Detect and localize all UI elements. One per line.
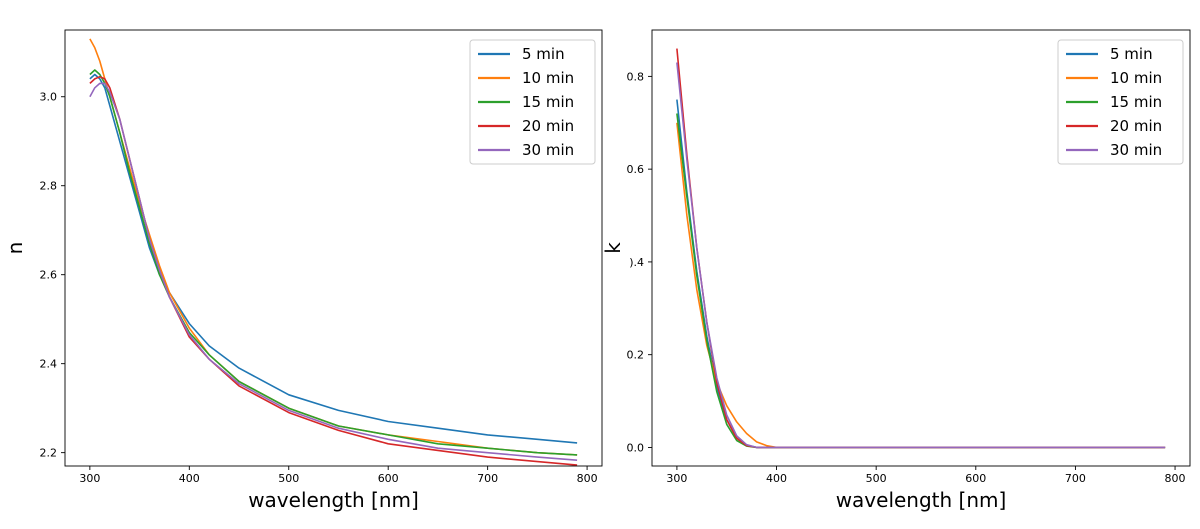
series-line-30-min: [89, 82, 578, 461]
legend-entry: 10 min: [522, 69, 574, 87]
y-tick-label: 2.8: [40, 180, 58, 193]
legend-entry: 10 min: [1110, 69, 1162, 87]
plot-frame: [651, 29, 1191, 467]
x-tick-label: 600: [965, 472, 986, 485]
y-tick-label: ).4: [629, 256, 644, 269]
legend-entry: 5 min: [522, 45, 565, 63]
legend-box: [469, 39, 596, 165]
x-tick-label: 700: [477, 472, 498, 485]
extinction-coefficient-chart: 300 400 500 600 700 800 0.0 0.2 ).4 0.6 0.8 wavelen…: [601, 29, 1191, 512]
y-tick-label: 0.8: [627, 70, 645, 83]
y-tick-label: 3.0: [40, 91, 58, 104]
x-tick-label: 500: [278, 472, 299, 485]
x-tick-label: 800: [577, 472, 598, 485]
y-tick-label: 2.2: [40, 447, 58, 460]
x-tick-label: 400: [179, 472, 200, 485]
legend-entry: 30 min: [1110, 141, 1162, 159]
legend-entry: 15 min: [1110, 93, 1162, 111]
series-line-10-min: [676, 122, 1166, 449]
x-axis-label: wavelength [nm]: [836, 488, 1007, 512]
y-tick-label: 2.4: [40, 358, 58, 371]
x-tick-label: 800: [1165, 472, 1186, 485]
legend-box: [1057, 39, 1184, 165]
y-tick-label: 2.6: [40, 269, 58, 282]
legend-entry: 15 min: [522, 93, 574, 111]
y-tick-label: 0.2: [627, 349, 645, 362]
y-tick-label: 0.0: [627, 441, 645, 454]
x-tick-label: 400: [766, 472, 787, 485]
y-tick-label: 0.6: [627, 163, 645, 176]
y-axis-label: k: [601, 242, 625, 254]
y-axis-label: n: [3, 242, 27, 255]
legend-entry: 30 min: [522, 141, 574, 159]
legend: 5 min 10 min 15 min 20 min 30 min: [469, 39, 596, 165]
x-tick-label: 300: [666, 472, 687, 485]
legend-entry: 20 min: [1110, 117, 1162, 135]
x-tick-label: 700: [1065, 472, 1086, 485]
legend-entry: 5 min: [1110, 45, 1153, 63]
x-tick-label: 600: [378, 472, 399, 485]
legend-entry: 20 min: [522, 117, 574, 135]
x-tick-label: 300: [79, 472, 100, 485]
refractive-index-chart: 300 400 500 600 700 800 2.2 2.4 2.6 2.8 3.0 wavelen…: [3, 29, 603, 512]
x-axis-label: wavelength [nm]: [248, 488, 419, 512]
plot-frame: [64, 29, 603, 467]
series-line-30-min: [676, 62, 1166, 449]
legend: 5 min 10 min 15 min 20 min 30 min: [1057, 39, 1184, 165]
x-tick-label: 500: [866, 472, 887, 485]
